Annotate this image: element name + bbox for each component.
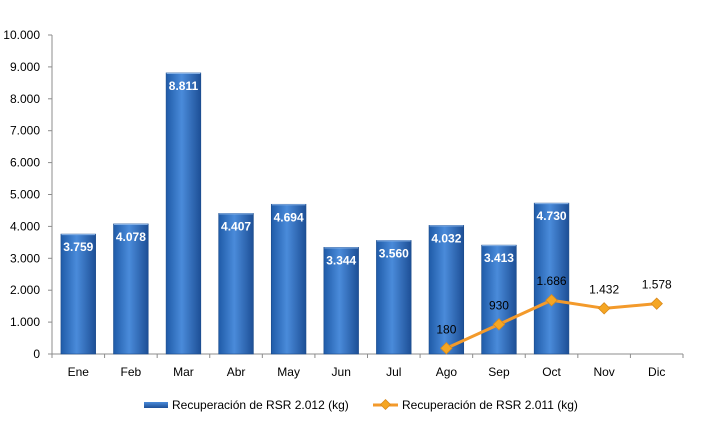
y-tick-label: 6.000 — [10, 156, 40, 170]
legend-label-line: Recuperación de RSR 2.011 (kg) — [402, 398, 578, 412]
bar-data-label: 3.344 — [326, 253, 356, 267]
y-tick-label: 1.000 — [10, 315, 40, 329]
legend-swatch-bar — [144, 402, 168, 408]
bar — [113, 223, 149, 355]
line-data-label: 1.686 — [537, 274, 567, 288]
line-series: 180 930 1.686 1.432 1.578 — [436, 274, 672, 355]
legend: Recuperación de RSR 2.012 (kg) Recuperac… — [144, 398, 578, 412]
y-tick-label: 7.000 — [10, 124, 40, 138]
bar-series: 3.759 4.078 8.811 4.407 4.694 3.344 3.560 4.032… — [60, 72, 570, 355]
y-tick-label: 9.000 — [10, 60, 40, 74]
x-tick-label: Mar — [173, 365, 194, 379]
line-marker — [492, 318, 506, 331]
line-data-label: 1.578 — [642, 278, 672, 292]
bar-data-label: 4.730 — [537, 209, 567, 223]
x-tick-label: Sep — [488, 365, 510, 379]
bar-data-label: 4.407 — [221, 219, 251, 233]
line-data-label: 930 — [489, 298, 509, 312]
x-tick-label: Nov — [593, 365, 614, 379]
line-marker — [545, 293, 558, 307]
x-axis: Ene Feb Mar Abr May Jun Jul Ago Sep Oct Nov Dic — [51, 353, 684, 379]
y-tick-label: 5.000 — [10, 188, 40, 202]
x-tick-label: Dic — [648, 365, 665, 379]
x-tick-label: Jun — [332, 365, 351, 379]
bar — [428, 225, 465, 355]
bar-data-label: 4.078 — [116, 230, 146, 244]
x-tick-label: Oct — [542, 365, 561, 379]
y-tick-label: 10.000 — [3, 28, 40, 42]
x-tick-label: Feb — [121, 365, 142, 379]
line-data-label: 1.432 — [589, 282, 619, 296]
y-tick-label: 3.000 — [10, 251, 40, 265]
bar — [481, 244, 517, 355]
bar — [218, 213, 254, 355]
bar-data-label: 4.694 — [274, 210, 304, 224]
line-marker — [440, 342, 453, 355]
bar — [60, 233, 96, 355]
bar-data-label: 3.759 — [63, 240, 93, 254]
bar-data-label: 3.413 — [484, 251, 514, 265]
y-tick-label: 2.000 — [10, 283, 40, 297]
bar-data-label: 4.032 — [431, 231, 461, 245]
y-axis: 0 1.000 2.000 3.000 4.000 5.000 6.000 7.000 8.00… — [3, 28, 53, 361]
line-data-label: 180 — [436, 322, 456, 336]
y-tick-label: 0 — [33, 347, 40, 361]
bar — [323, 247, 359, 355]
bar — [533, 202, 570, 355]
x-tick-label: Ago — [436, 365, 458, 379]
bar-data-label: 3.560 — [379, 246, 409, 260]
legend-swatch-marker — [379, 398, 392, 411]
x-tick-label: Abr — [227, 365, 246, 379]
line-marker — [597, 302, 611, 315]
bar — [165, 72, 202, 355]
x-tick-label: Jul — [386, 365, 401, 379]
y-tick-label: 4.000 — [10, 219, 40, 233]
y-tick-label: 8.000 — [10, 92, 40, 106]
x-tick-label: May — [277, 365, 300, 379]
legend-label-bar: Recuperación de RSR 2.012 (kg) — [172, 398, 349, 412]
x-tick-label: Ene — [68, 365, 90, 379]
bar-data-label: 8.811 — [169, 79, 199, 93]
bar — [376, 240, 412, 355]
line-marker — [650, 297, 663, 310]
bar — [270, 203, 307, 355]
